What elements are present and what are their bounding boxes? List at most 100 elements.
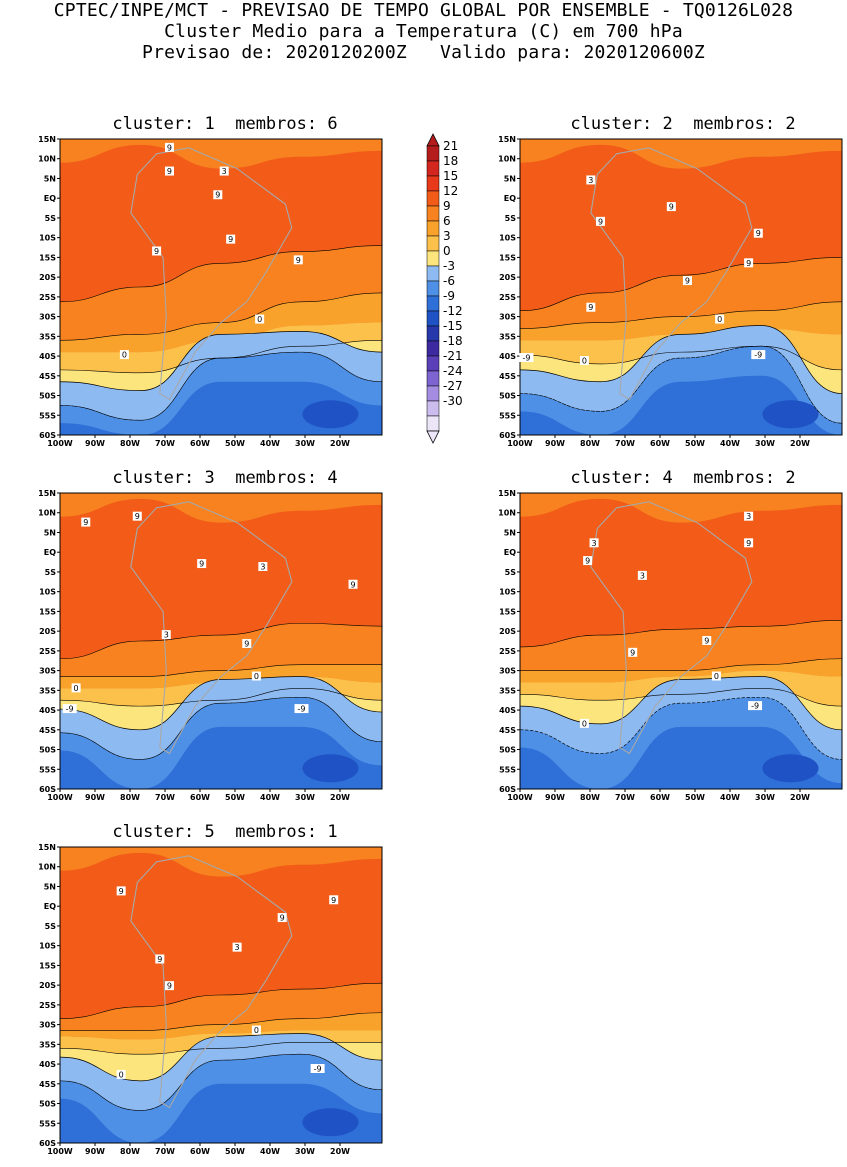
lat-label: 35S xyxy=(499,686,516,695)
colorbar-segment xyxy=(426,415,440,432)
contour-label-bg xyxy=(277,913,287,923)
temperature-field xyxy=(520,139,842,435)
title-line-3: Previsao de: 2020120200Z Valido para: 20… xyxy=(142,42,705,63)
contour-label: 3 xyxy=(592,539,597,548)
contour-label: 9 xyxy=(746,539,751,548)
lat-label: 15S xyxy=(39,961,56,970)
lat-label: 55S xyxy=(499,411,516,420)
colorbar-label: -9 xyxy=(443,289,455,303)
contour-label-bg xyxy=(579,356,589,365)
colorbar-segment xyxy=(426,220,440,237)
temperature-field xyxy=(60,847,382,1143)
contour-label-bg xyxy=(715,314,725,324)
lon-label: 100W xyxy=(507,439,533,448)
lat-label: 15S xyxy=(39,253,56,262)
lat-label: 55S xyxy=(39,1119,56,1128)
contour-line xyxy=(520,619,842,648)
panel-title: cluster: 5 membros: 1 xyxy=(112,822,338,842)
colorbar-label: -18 xyxy=(443,334,463,348)
lon-label: 80W xyxy=(580,439,600,448)
lat-label: 30S xyxy=(39,313,56,322)
lat-label: 25S xyxy=(499,647,516,656)
lon-label: 70W xyxy=(615,439,635,448)
colorbar-segment xyxy=(426,205,440,222)
contour-label-bg xyxy=(586,175,596,185)
lat-label: 10N xyxy=(498,155,516,164)
title-block: CPTEC/INPE/MCT - PREVISAO DE TEMPO GLOBA… xyxy=(0,0,847,63)
lat-label: 5S xyxy=(505,568,517,577)
contour-line xyxy=(520,658,842,671)
lat-label: 10S xyxy=(39,942,56,951)
lon-label: 80W xyxy=(120,1147,140,1156)
lat-label: 15N xyxy=(38,136,56,144)
contour-label-bg xyxy=(702,636,712,645)
lat-label: 10S xyxy=(39,234,56,243)
band-6 xyxy=(60,1012,382,1040)
contour-label: 9 xyxy=(669,203,674,212)
lat-label: 15S xyxy=(499,253,516,262)
contour-line xyxy=(520,688,842,707)
contour-label-bg xyxy=(294,704,309,714)
lat-label: 15N xyxy=(498,490,516,498)
map-frame xyxy=(59,492,383,790)
contour-label-bg xyxy=(119,350,129,360)
lon-label: 20W xyxy=(330,1147,350,1156)
lon-label: 60W xyxy=(190,793,210,802)
contour-label: 0 xyxy=(257,315,262,324)
contour-label: 3 xyxy=(640,571,645,580)
contour-label-bg xyxy=(251,1025,261,1035)
contour-label: 9 xyxy=(756,229,761,238)
contour-label: 9 xyxy=(598,217,603,226)
contour-line-zero xyxy=(60,1033,382,1082)
lat-label: 45S xyxy=(499,372,516,381)
band-9 xyxy=(60,245,382,341)
contour-label-bg xyxy=(226,234,236,244)
lat-label: 5S xyxy=(45,568,57,577)
lon-label: 100W xyxy=(47,1147,73,1156)
contour-label: 9 xyxy=(83,518,88,527)
contour-label-bg xyxy=(753,228,763,238)
lat-label: EQ xyxy=(504,194,516,203)
lat-label: 10N xyxy=(498,509,516,518)
contour-line xyxy=(60,339,382,374)
contour-line-dashed xyxy=(60,1053,382,1111)
lon-label: 30W xyxy=(295,793,315,802)
colorbar-label: -15 xyxy=(443,319,463,333)
lon-label: 90W xyxy=(85,793,105,802)
contour-line-zero xyxy=(520,325,842,394)
contour-label-bg xyxy=(329,895,339,905)
contour-label: 9 xyxy=(704,637,709,646)
contour-label-bg xyxy=(232,942,242,952)
band-6 xyxy=(60,292,382,353)
colorbar-label: 21 xyxy=(443,139,458,153)
band-9 xyxy=(60,623,382,677)
lat-label: 30S xyxy=(499,667,516,676)
contour-label-bg xyxy=(744,511,754,521)
contour-label: 9 xyxy=(350,580,355,589)
contour-label-bg xyxy=(116,886,126,896)
contour-label-bg xyxy=(666,202,676,212)
contour-label-bg xyxy=(161,630,171,640)
colorbar-segment xyxy=(426,355,440,372)
contour-label: 9 xyxy=(157,955,162,964)
colorbar-top-arrow xyxy=(426,133,440,147)
colorbar-label: -6 xyxy=(443,274,455,288)
lon-label: 40W xyxy=(720,439,740,448)
lat-label: 30S xyxy=(39,667,56,676)
band-9-north xyxy=(60,139,382,169)
map-svg: 15N 10N 5N EQ 5S 10S 15S 20S 25S 30S 35S 40S 45S 50S 5… xyxy=(498,136,843,448)
lon-label: 100W xyxy=(47,793,73,802)
lon-label: 90W xyxy=(85,439,105,448)
contour-label-bg xyxy=(293,255,303,265)
south-america-outline xyxy=(130,855,293,1109)
lat-label: 45S xyxy=(39,726,56,735)
colorbar-label: 15 xyxy=(443,169,458,183)
colorbar-segment xyxy=(426,340,440,357)
contour-line xyxy=(60,664,382,677)
contour-label-bg xyxy=(62,704,77,714)
colorbar-segment xyxy=(426,295,440,312)
contour-line-dashed xyxy=(60,696,382,760)
lon-label: 40W xyxy=(720,793,740,802)
contour-label-bg xyxy=(589,538,599,548)
